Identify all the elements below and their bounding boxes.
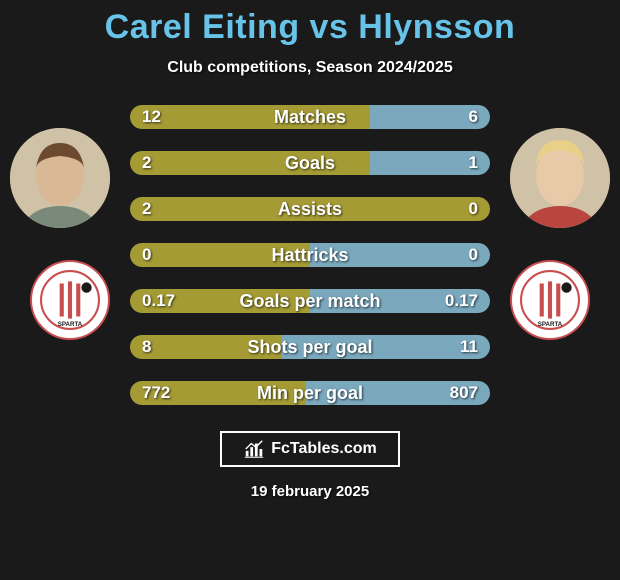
sparta-logo-icon: SPARTA: [519, 269, 581, 331]
stat-value-left: 772: [142, 383, 170, 403]
stat-label: Matches: [274, 107, 346, 128]
club-right-logo: SPARTA: [510, 260, 590, 340]
stat-value-left: 8: [142, 337, 151, 357]
stat-label: Goals per match: [239, 291, 380, 312]
svg-text:SPARTA: SPARTA: [58, 321, 83, 328]
stat-value-left: 12: [142, 107, 161, 127]
page-title: Carel Eiting vs Hlynsson: [105, 8, 516, 47]
stat-label: Hattricks: [271, 245, 348, 266]
stat-value-left: 0: [142, 245, 151, 265]
avatar-right-icon: [510, 128, 610, 228]
stat-row: 2 Assists 0: [130, 197, 490, 221]
stat-value-right: 0.17: [445, 291, 478, 311]
stat-value-right: 807: [450, 383, 478, 403]
stat-row: 772 Min per goal 807: [130, 381, 490, 405]
comparison-card: Carel Eiting vs Hlynsson Club competitio…: [0, 0, 620, 580]
branding-box: FcTables.com: [220, 431, 400, 467]
subtitle: Club competitions, Season 2024/2025: [167, 59, 452, 77]
stat-row: 8 Shots per goal 11: [130, 335, 490, 359]
branding-text: FcTables.com: [271, 440, 377, 458]
stat-value-left: 2: [142, 153, 151, 173]
svg-text:SPARTA: SPARTA: [538, 321, 563, 328]
stat-value-left: 2: [142, 199, 151, 219]
stats-table: 12Matches62Goals12Assists00Hattricks00.1…: [130, 105, 490, 405]
player-left-avatar: [10, 128, 110, 228]
stat-label: Goals: [285, 153, 335, 174]
stat-label: Shots per goal: [247, 337, 372, 358]
stat-value-right: 11: [460, 337, 478, 357]
stat-value-right: 1: [469, 153, 478, 173]
stat-label: Min per goal: [257, 383, 363, 404]
club-left-logo: SPARTA: [30, 260, 110, 340]
sparta-logo-icon: SPARTA: [39, 269, 101, 331]
stat-value-right: 0: [469, 245, 478, 265]
stat-row: 12 Matches 6: [130, 105, 490, 129]
stat-row: 0.17 Goals per match 0.17: [130, 289, 490, 313]
date-label: 19 february 2025: [251, 483, 369, 500]
stat-label: Assists: [278, 199, 342, 220]
stat-value-right: 0: [469, 199, 478, 219]
stat-row: 2 Goals 1: [130, 151, 490, 175]
stat-row: 0 Hattricks 0: [130, 243, 490, 267]
player-right-avatar: [510, 128, 610, 228]
chart-icon: [243, 438, 265, 460]
stat-value-left: 0.17: [142, 291, 175, 311]
avatar-left-icon: [10, 128, 110, 228]
stat-value-right: 6: [469, 107, 478, 127]
